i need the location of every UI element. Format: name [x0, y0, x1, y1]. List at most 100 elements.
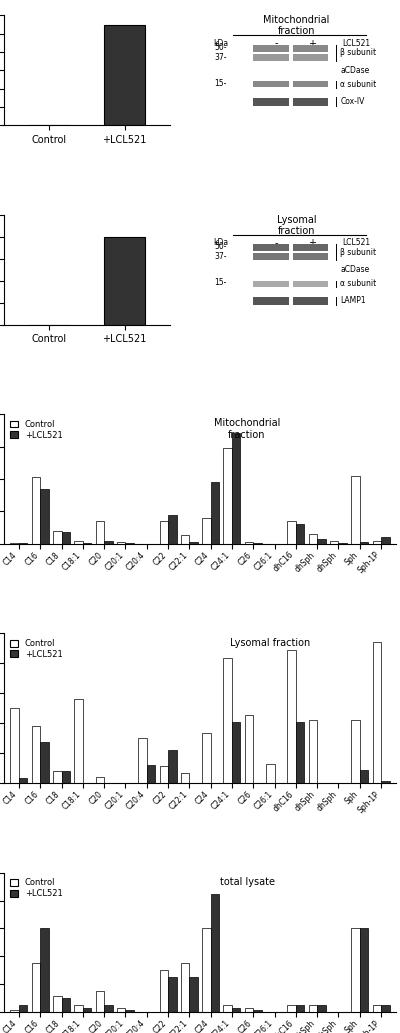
Bar — [372, 540, 381, 543]
Bar — [19, 1005, 28, 1012]
Text: kDa: kDa — [214, 38, 228, 48]
Bar — [351, 476, 360, 543]
Bar — [96, 522, 104, 543]
Text: aCDase: aCDase — [340, 265, 370, 274]
Text: 15-: 15- — [214, 278, 227, 287]
Bar — [245, 1008, 253, 1012]
Bar — [40, 489, 49, 543]
Bar — [19, 542, 28, 543]
Bar — [296, 1005, 304, 1012]
Bar — [317, 1005, 326, 1012]
Bar — [232, 433, 240, 543]
Text: fraction: fraction — [278, 226, 315, 236]
Bar — [330, 540, 338, 543]
Bar — [296, 525, 304, 543]
Bar — [53, 996, 62, 1012]
Text: LCL521: LCL521 — [342, 38, 370, 48]
Text: Mitochondrial: Mitochondrial — [263, 15, 330, 26]
Bar — [32, 477, 40, 543]
Bar — [181, 535, 189, 543]
Bar — [287, 650, 296, 783]
Bar — [253, 542, 262, 543]
Bar — [168, 514, 176, 543]
Bar — [104, 1005, 113, 1012]
Bar — [253, 44, 288, 52]
Bar — [160, 970, 168, 1012]
Bar — [381, 537, 390, 543]
Bar — [253, 1009, 262, 1012]
Bar — [372, 643, 381, 783]
Bar — [40, 929, 49, 1012]
Bar — [181, 964, 189, 1012]
Bar — [202, 929, 211, 1012]
Bar — [292, 54, 328, 61]
Bar — [10, 542, 19, 543]
Bar — [360, 770, 368, 783]
Bar — [292, 298, 328, 305]
Bar — [211, 481, 219, 543]
Bar — [224, 658, 232, 783]
Bar — [83, 1008, 91, 1012]
Bar — [224, 448, 232, 543]
Bar — [360, 542, 368, 543]
Bar — [232, 722, 240, 783]
Bar — [232, 1008, 240, 1012]
Bar — [74, 1005, 83, 1012]
Text: Cox-IV: Cox-IV — [340, 97, 365, 106]
Bar — [83, 542, 91, 543]
Text: +: + — [308, 38, 316, 49]
Legend: Control, +LCL521: Control, +LCL521 — [8, 418, 64, 441]
Bar — [292, 253, 328, 260]
Bar — [287, 522, 296, 543]
Text: α subunit: α subunit — [340, 280, 376, 288]
Bar — [160, 522, 168, 543]
Bar — [211, 894, 219, 1012]
Bar — [372, 1005, 381, 1012]
Bar — [253, 253, 288, 260]
Bar — [253, 244, 288, 251]
Text: aCDase: aCDase — [340, 66, 370, 75]
Bar — [10, 709, 19, 783]
Bar — [266, 764, 274, 783]
Text: 15-: 15- — [214, 80, 227, 88]
Bar — [253, 98, 288, 105]
Bar — [104, 540, 113, 543]
Bar — [168, 750, 176, 783]
Bar — [53, 531, 62, 543]
Bar — [292, 244, 328, 251]
Bar — [74, 699, 83, 783]
Bar — [309, 534, 317, 543]
Text: β subunit: β subunit — [340, 248, 376, 256]
Bar — [292, 82, 328, 88]
Bar — [309, 720, 317, 783]
Bar — [381, 781, 390, 783]
Bar — [381, 1005, 390, 1012]
Text: fraction: fraction — [278, 27, 315, 36]
Legend: Control, +LCL521: Control, +LCL521 — [8, 637, 64, 660]
Text: α subunit: α subunit — [340, 81, 376, 89]
Bar — [253, 281, 288, 287]
Bar — [53, 771, 62, 783]
Bar — [104, 237, 145, 324]
Bar — [351, 720, 360, 783]
Bar — [62, 998, 70, 1012]
Bar — [224, 1005, 232, 1012]
Bar — [104, 25, 145, 125]
Bar — [62, 771, 70, 783]
Legend: Control, +LCL521: Control, +LCL521 — [8, 877, 64, 900]
Bar — [338, 542, 347, 543]
Bar — [253, 54, 288, 61]
Bar — [40, 743, 49, 783]
Bar — [317, 538, 326, 543]
Bar — [292, 281, 328, 287]
Bar — [287, 1005, 296, 1012]
Text: LAMP1: LAMP1 — [340, 296, 366, 306]
Bar — [202, 518, 211, 543]
Bar — [253, 298, 288, 305]
Bar — [309, 1005, 317, 1012]
Bar — [19, 778, 28, 783]
Bar — [168, 977, 176, 1012]
Bar — [189, 542, 198, 543]
Bar — [32, 964, 40, 1012]
Bar — [181, 774, 189, 783]
